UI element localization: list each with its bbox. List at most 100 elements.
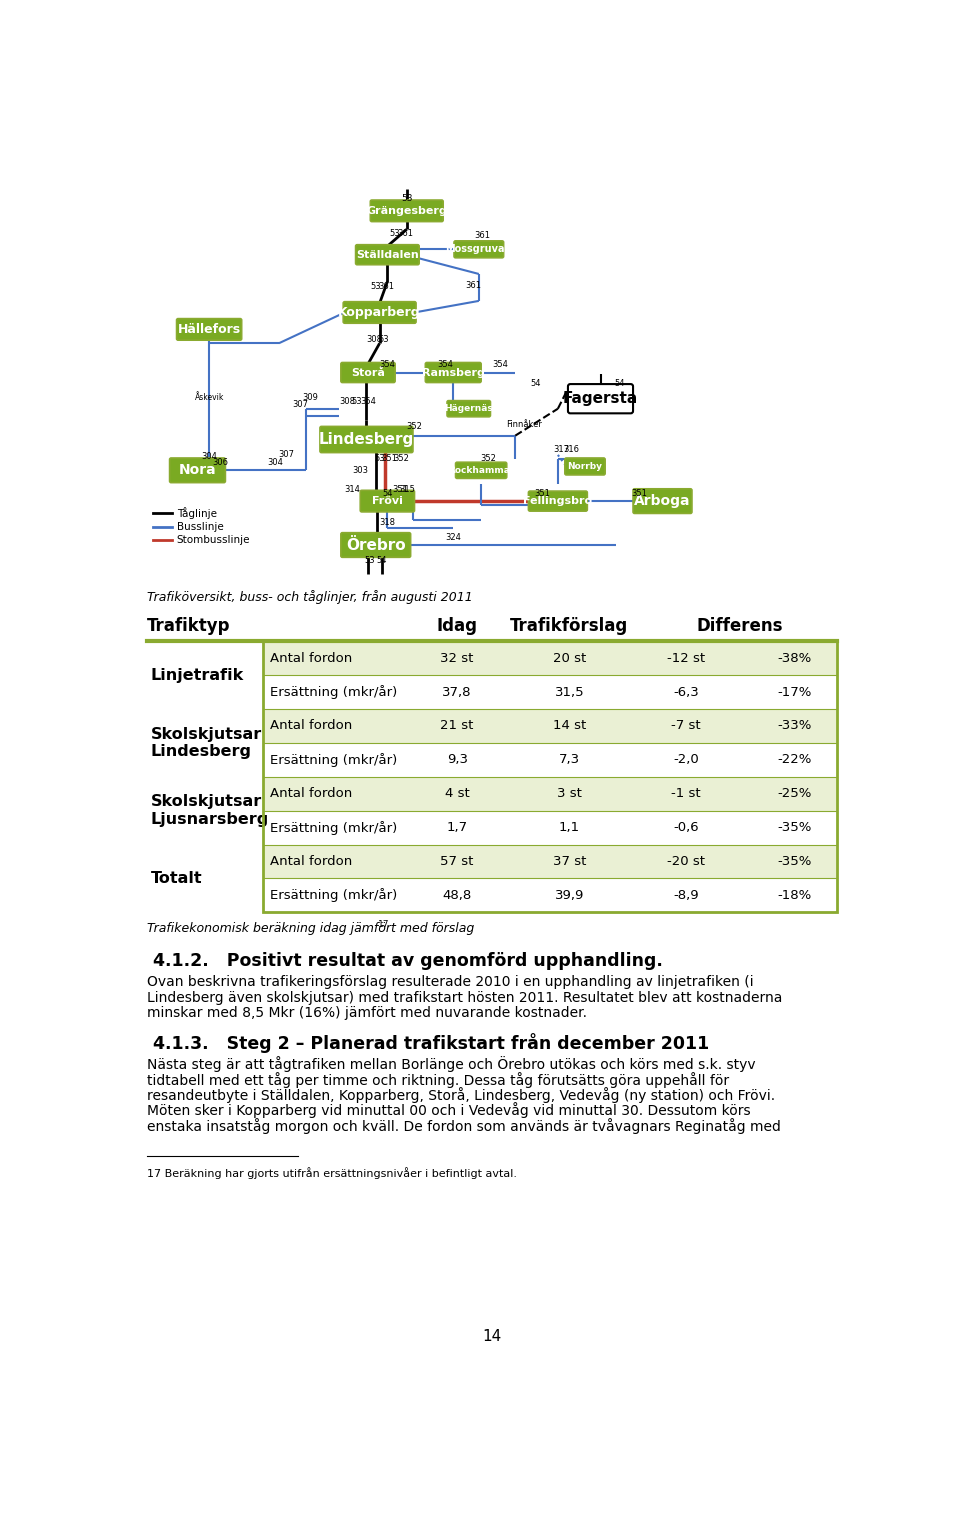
FancyBboxPatch shape	[633, 489, 692, 513]
Text: 57 st: 57 st	[441, 855, 474, 868]
Text: Antal fordon: Antal fordon	[270, 720, 351, 732]
Text: Antal fordon: Antal fordon	[270, 652, 351, 664]
Text: 3 st: 3 st	[557, 787, 582, 800]
Text: tidtabell med ett tåg per timme och riktning. Dessa tåg förutsätts göra uppehåll: tidtabell med ett tåg per timme och rikt…	[147, 1071, 730, 1088]
FancyBboxPatch shape	[344, 301, 416, 324]
Text: Trafiktyp: Trafiktyp	[147, 617, 230, 634]
Text: Finnåker: Finnåker	[506, 419, 541, 428]
FancyBboxPatch shape	[425, 363, 481, 383]
FancyBboxPatch shape	[564, 458, 605, 475]
FancyBboxPatch shape	[454, 241, 504, 257]
Text: -17%: -17%	[777, 685, 811, 699]
Text: 14 st: 14 st	[553, 720, 587, 732]
FancyBboxPatch shape	[177, 319, 242, 340]
Text: 361: 361	[466, 281, 481, 290]
Text: -25%: -25%	[777, 787, 811, 800]
FancyBboxPatch shape	[170, 458, 226, 483]
Text: enstaka insatståg morgon och kväll. De fordon som används är tvåvagnars Reginatå: enstaka insatståg morgon och kväll. De f…	[147, 1118, 781, 1133]
Text: 4 st: 4 st	[444, 787, 469, 800]
Text: Lindesberg: Lindesberg	[319, 433, 414, 446]
Text: 54: 54	[376, 555, 387, 564]
Text: -18%: -18%	[778, 888, 811, 902]
FancyBboxPatch shape	[263, 776, 837, 811]
FancyBboxPatch shape	[360, 490, 415, 511]
Text: Mossgruvan: Mossgruvan	[445, 244, 512, 254]
FancyBboxPatch shape	[320, 427, 413, 452]
Text: 315: 315	[398, 486, 415, 495]
Text: 53: 53	[351, 396, 362, 405]
Text: -6,3: -6,3	[673, 685, 699, 699]
Text: Idag: Idag	[437, 617, 478, 634]
Text: 20 st: 20 st	[553, 652, 587, 664]
FancyBboxPatch shape	[568, 384, 633, 413]
Text: -12 st: -12 st	[666, 652, 705, 664]
Text: Frövi: Frövi	[372, 496, 403, 507]
Text: -35%: -35%	[777, 822, 811, 834]
Text: 318: 318	[379, 517, 396, 527]
Text: 1,7: 1,7	[446, 822, 468, 834]
Text: 351: 351	[393, 486, 409, 495]
Text: -22%: -22%	[777, 753, 811, 766]
Text: 17 Beräkning har gjorts utifrån ersättningsnivåer i befintligt avtal.: 17 Beräkning har gjorts utifrån ersättni…	[147, 1167, 517, 1179]
Text: 354: 354	[438, 360, 453, 369]
Text: Hägernäs: Hägernäs	[444, 404, 493, 413]
Text: 53: 53	[390, 230, 400, 239]
Text: Möten sker i Kopparberg vid minuttal 00 och i Vedevåg vid minuttal 30. Dessutom : Möten sker i Kopparberg vid minuttal 00 …	[147, 1103, 751, 1118]
FancyBboxPatch shape	[341, 533, 411, 557]
Text: Differens: Differens	[697, 617, 783, 634]
Text: -7 st: -7 st	[671, 720, 701, 732]
Text: Ersättning (mkr/år): Ersättning (mkr/år)	[270, 685, 396, 699]
Text: Ersättning (mkr/år): Ersättning (mkr/år)	[270, 753, 396, 767]
Text: resandeutbyte i Ställdalen, Kopparberg, Storå, Lindesberg, Vedevåg (ny station) : resandeutbyte i Ställdalen, Kopparberg, …	[147, 1086, 776, 1103]
Text: 37 st: 37 st	[553, 855, 587, 868]
Text: Ramsberg: Ramsberg	[421, 368, 485, 378]
Text: 17: 17	[378, 920, 390, 929]
Text: Örebro: Örebro	[346, 537, 405, 552]
Text: 4.1.3.   Steg 2 – Planerad trafikstart från december 2011: 4.1.3. Steg 2 – Planerad trafikstart frå…	[154, 1033, 709, 1053]
FancyBboxPatch shape	[355, 245, 420, 265]
Text: -33%: -33%	[777, 720, 811, 732]
Text: 351: 351	[632, 489, 647, 498]
Text: Ersättning (mkr/år): Ersättning (mkr/år)	[270, 888, 396, 902]
Text: Linjetrafik: Linjetrafik	[151, 667, 244, 682]
Text: Grängesberg: Grängesberg	[367, 206, 447, 216]
Text: 304: 304	[267, 458, 283, 468]
Text: 308: 308	[339, 396, 355, 405]
FancyBboxPatch shape	[528, 492, 588, 511]
Text: Norrby: Norrby	[567, 461, 603, 471]
Text: Totalt: Totalt	[151, 871, 203, 887]
Text: 307: 307	[292, 401, 308, 410]
Text: 32 st: 32 st	[441, 652, 474, 664]
FancyBboxPatch shape	[371, 200, 444, 221]
Text: 317: 317	[554, 445, 569, 454]
FancyBboxPatch shape	[263, 642, 837, 675]
Text: Ersättning (mkr/år): Ersättning (mkr/år)	[270, 820, 396, 835]
FancyBboxPatch shape	[263, 710, 837, 743]
Text: -38%: -38%	[778, 652, 811, 664]
Text: 308: 308	[366, 334, 382, 343]
Text: 354: 354	[360, 396, 376, 405]
Text: 7,3: 7,3	[559, 753, 580, 766]
Text: 53: 53	[374, 454, 385, 463]
Text: 306: 306	[212, 458, 228, 468]
Text: 303: 303	[352, 466, 369, 475]
Text: Busslinje: Busslinje	[177, 522, 224, 531]
Text: 21 st: 21 st	[441, 720, 474, 732]
Text: Nästa steg är att tågtrafiken mellan Borlänge och Örebro utökas och körs med s.k: Nästa steg är att tågtrafiken mellan Bor…	[147, 1056, 756, 1073]
Text: minskar med 8,5 Mkr (16%) jämfört med nuvarande kostnader.: minskar med 8,5 Mkr (16%) jämfört med nu…	[147, 1006, 588, 1020]
Text: Antal fordon: Antal fordon	[270, 855, 351, 868]
Text: Skolskjutsar
Ljusnarsberg: Skolskjutsar Ljusnarsberg	[151, 794, 269, 826]
Text: 351: 351	[535, 489, 550, 498]
Text: 53: 53	[371, 281, 381, 290]
Text: Kopparberg: Kopparberg	[338, 306, 420, 319]
Text: -1 st: -1 st	[671, 787, 701, 800]
Text: Rockhammar: Rockhammar	[448, 466, 515, 475]
FancyBboxPatch shape	[341, 363, 396, 383]
Text: 354: 354	[492, 360, 508, 369]
Text: 314: 314	[345, 486, 360, 495]
Text: 352: 352	[407, 422, 422, 431]
Text: Antal fordon: Antal fordon	[270, 787, 351, 800]
Text: 53: 53	[378, 334, 389, 343]
FancyBboxPatch shape	[263, 844, 837, 879]
Text: 352: 352	[394, 454, 409, 463]
